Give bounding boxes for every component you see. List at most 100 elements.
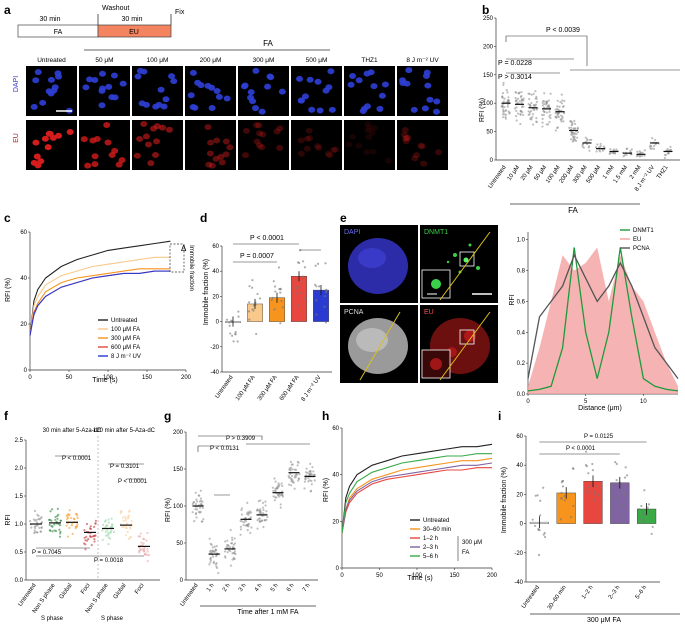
e-ylabel: RFI [509, 294, 516, 305]
data-point [295, 473, 299, 476]
data-point [110, 529, 113, 532]
data-point [585, 465, 588, 468]
data-point [233, 542, 237, 545]
x-tick-label-600-m-fa: 600 μM FA [279, 375, 301, 402]
data-point [294, 286, 297, 289]
data-point [636, 150, 639, 153]
data-point [298, 473, 301, 476]
data-point [593, 499, 596, 502]
data-point [194, 491, 197, 494]
data-point [537, 553, 541, 557]
data-point [145, 539, 148, 542]
data-point [273, 285, 277, 288]
data-point [230, 536, 234, 539]
y-tick-label: 50 [176, 541, 183, 547]
y-tick-label: -40 [210, 370, 219, 376]
data-point [209, 556, 213, 559]
legend-label-untreated: Untreated [423, 518, 449, 524]
y-tick-label: 20 [516, 492, 523, 498]
data-point [669, 148, 673, 152]
data-point [143, 546, 146, 549]
nucleus [213, 137, 221, 144]
data-point [642, 518, 646, 522]
nucleus [157, 86, 165, 93]
nucleus [403, 80, 411, 87]
micrograph-bg [185, 120, 236, 170]
x-tick-label-7-h: 7 h [302, 583, 312, 593]
data-point [89, 535, 92, 539]
x-tick-label: 0 [28, 375, 32, 381]
data-point [51, 530, 54, 533]
series-line-100-m-fa [29, 256, 171, 336]
data-point [501, 113, 505, 116]
data-point [54, 518, 57, 521]
data-point [194, 502, 197, 506]
g-bracket-1 [197, 445, 230, 496]
data-point [256, 509, 259, 512]
data-point [290, 484, 293, 487]
data-point [297, 303, 300, 307]
data-point [547, 104, 550, 107]
data-point [650, 147, 654, 150]
data-point [212, 561, 215, 565]
data-point [315, 285, 318, 288]
data-point [312, 470, 315, 473]
data-point [106, 529, 109, 532]
data-point [143, 553, 147, 556]
data-point [59, 519, 62, 522]
data-point [251, 308, 254, 311]
data-point [595, 485, 598, 488]
nucleus [153, 138, 161, 145]
legend-label-30-60-min: 30–60 min [423, 527, 451, 533]
h-dose: 300 μM [462, 540, 482, 546]
g-p1: P < 0.0131 [210, 446, 240, 452]
nucleus [165, 126, 173, 133]
data-point [569, 138, 573, 141]
x-tick-label-1-2-h: 1–2 h [581, 585, 595, 601]
data-point [575, 132, 578, 136]
panel-h: RFI (%) 0 20 40 60 0 50 100 150 200 Untreated 30–6… [323, 426, 498, 582]
data-point [122, 525, 125, 528]
data-point [211, 546, 214, 549]
panel-c: RFI (%) 0 20 40 60 0 50 100 150 200 Untreated 100 … [5, 230, 194, 384]
nucleus [417, 142, 425, 149]
data-point [263, 519, 267, 522]
data-point [615, 495, 618, 498]
y-tick-label: 0 [24, 368, 28, 374]
data-point [548, 110, 551, 113]
data-point [563, 494, 566, 498]
data-point [581, 145, 584, 148]
panel-label-i: i [498, 409, 501, 423]
data-point [279, 494, 282, 497]
series-line-8-j-m-uv [29, 270, 171, 336]
nucleus [66, 128, 74, 135]
data-point [541, 101, 544, 104]
data-point [215, 555, 218, 558]
nucleus [420, 160, 428, 167]
nucleus [418, 143, 426, 150]
nucleus [155, 101, 163, 108]
data-point [255, 332, 258, 336]
data-point [584, 489, 587, 492]
nucleus [133, 152, 141, 159]
data-point [641, 151, 644, 154]
data-point [501, 103, 504, 106]
nucleus [421, 105, 429, 112]
micrograph-dapi-200-m [185, 66, 236, 116]
data-point [233, 557, 236, 561]
data-point [549, 92, 552, 95]
nucleus [204, 124, 212, 131]
data-point [502, 83, 505, 87]
y-tick-label: 50 [486, 130, 493, 136]
data-point [615, 148, 618, 151]
nucleus [355, 77, 363, 84]
data-point [289, 460, 292, 463]
data-point [248, 285, 251, 288]
nucleus [213, 87, 221, 94]
data-point [318, 285, 321, 288]
data-point [266, 515, 269, 519]
micrograph-eu-50-m [79, 120, 130, 170]
data-point [288, 483, 291, 486]
nucleus [136, 135, 144, 142]
y-tick-label: 2.0 [15, 466, 24, 472]
